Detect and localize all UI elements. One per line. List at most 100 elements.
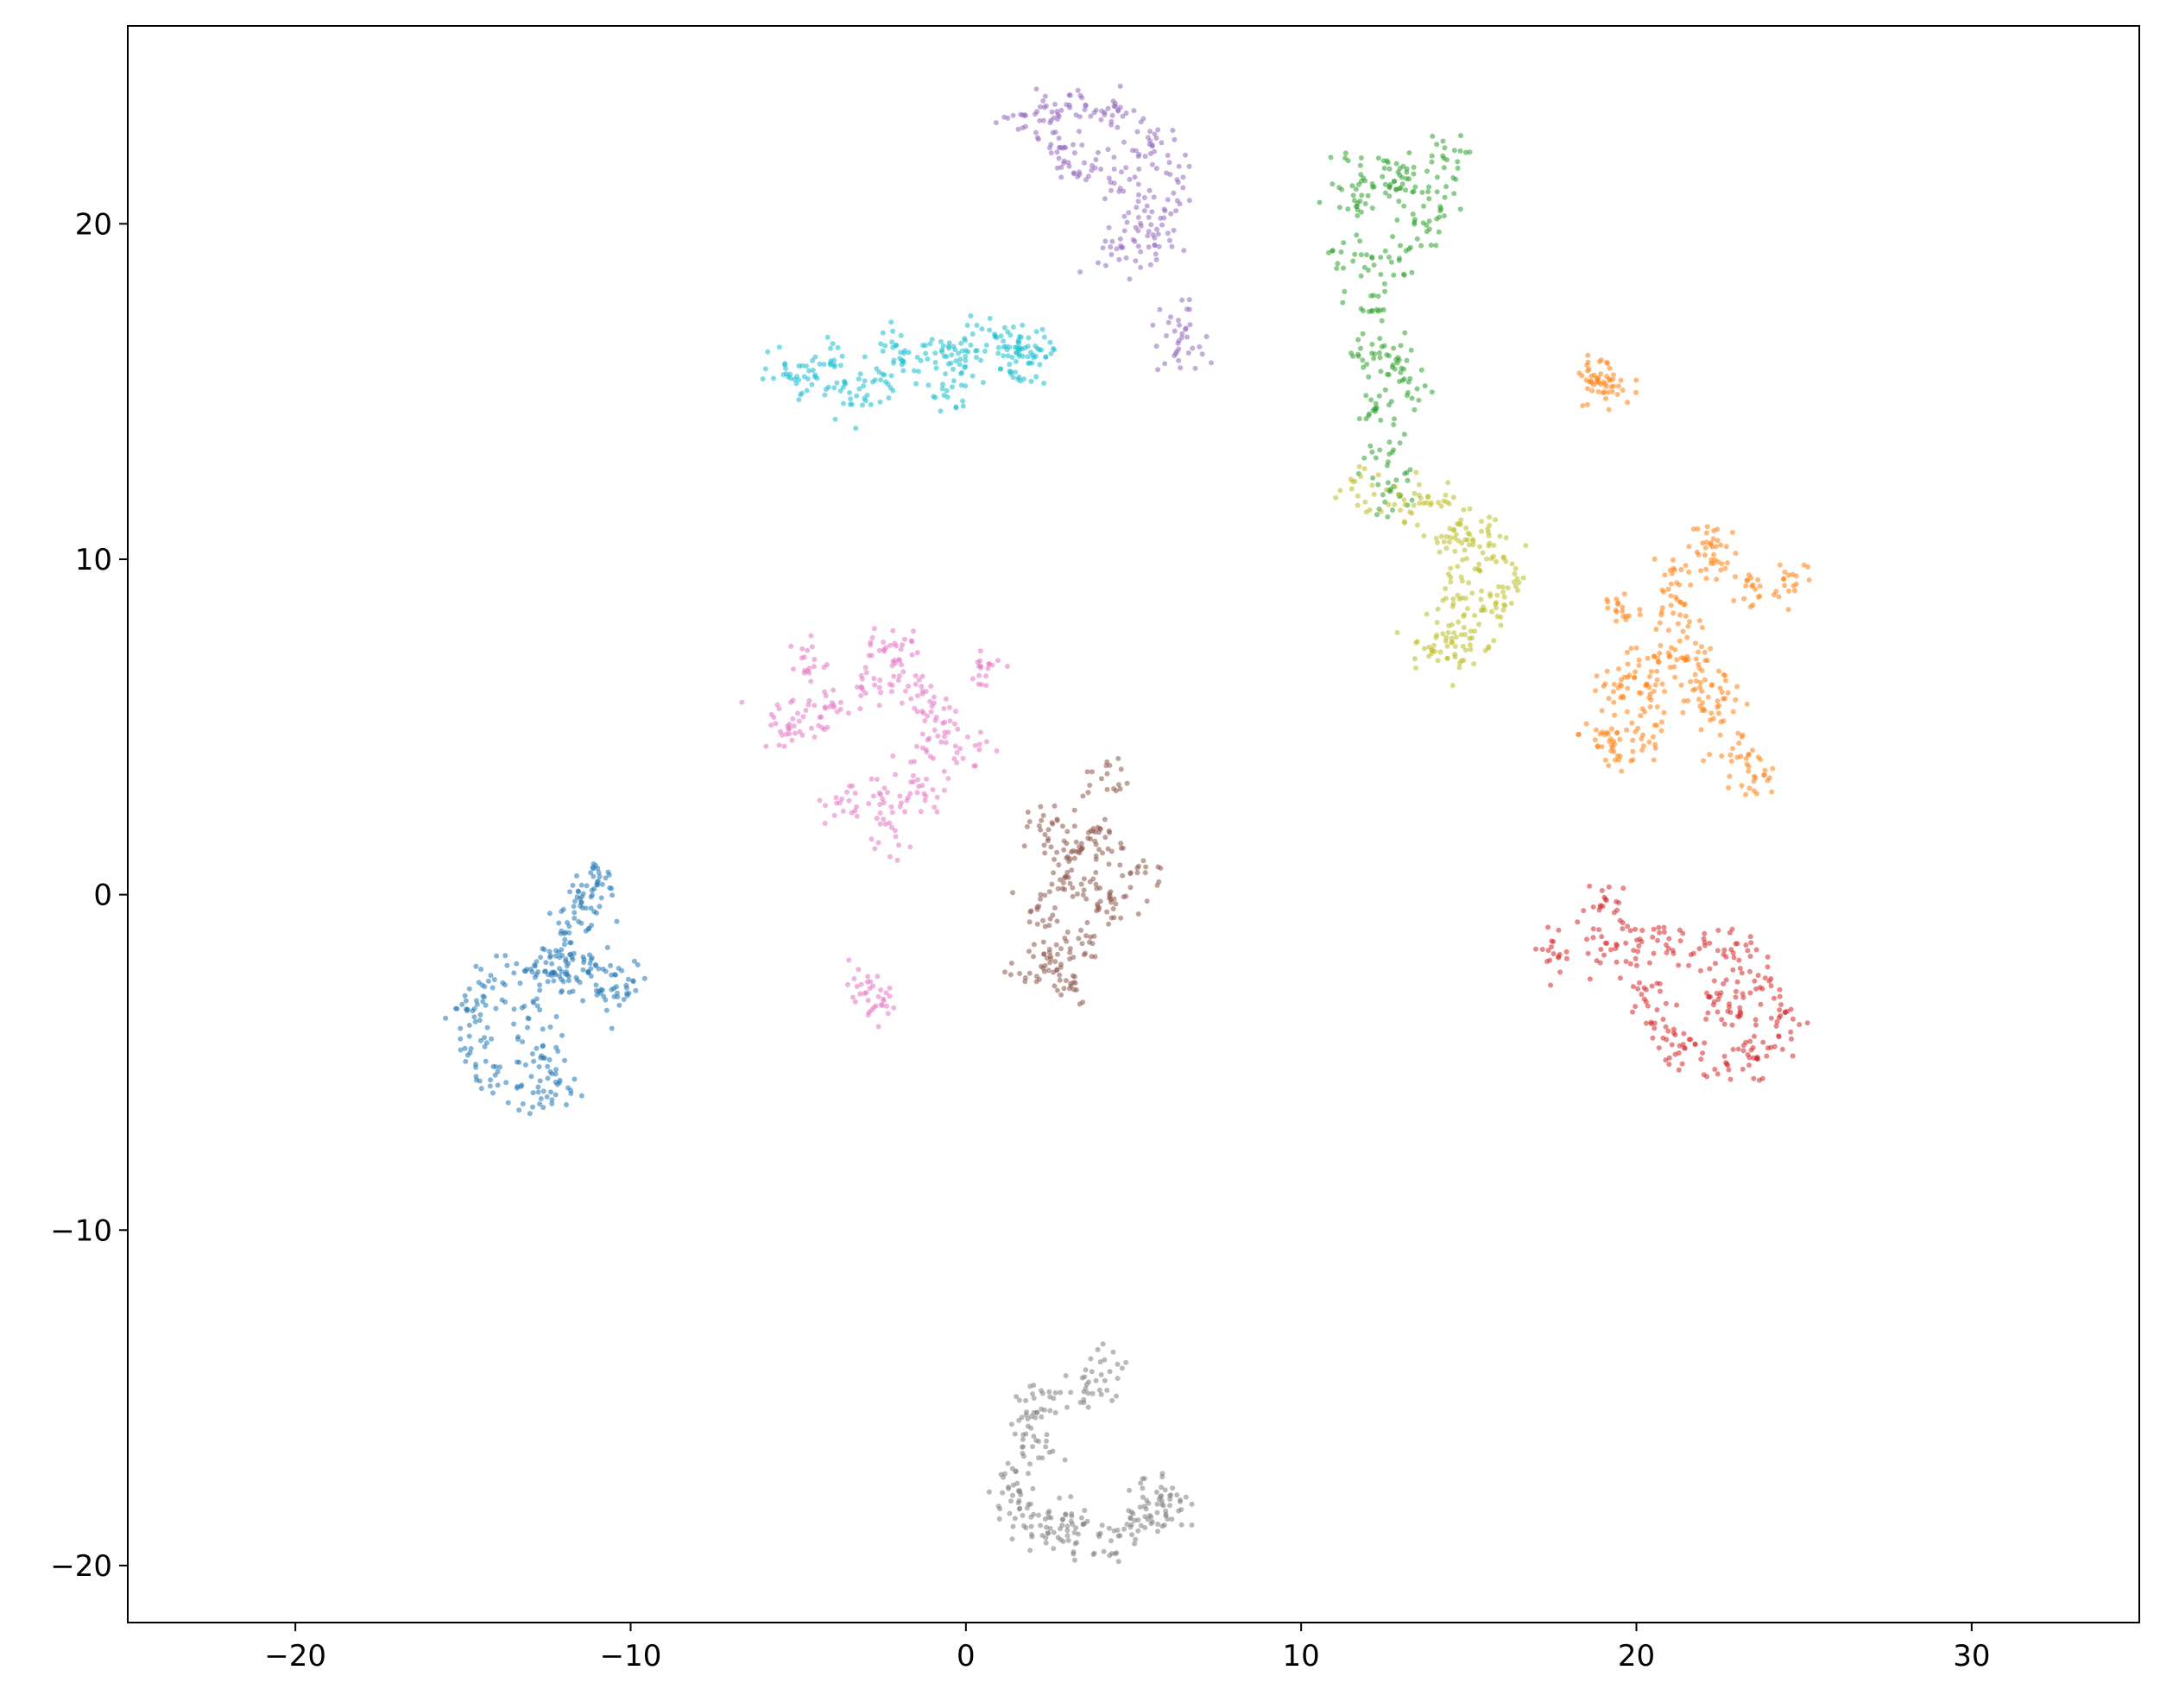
scatter-point xyxy=(466,986,472,992)
scatter-point xyxy=(1189,1501,1195,1507)
scatter-point xyxy=(1080,1522,1086,1528)
scatter-point xyxy=(1108,915,1115,921)
scatter-point xyxy=(1118,766,1124,772)
scatter-point xyxy=(871,676,877,682)
scatter-point xyxy=(1739,783,1745,789)
scatter-point xyxy=(1494,592,1500,598)
scatter-point xyxy=(532,962,538,968)
scatter-point xyxy=(1135,228,1141,234)
scatter-point xyxy=(1401,203,1407,209)
scatter-point xyxy=(1469,590,1475,596)
scatter-point xyxy=(1651,689,1657,694)
scatter-point xyxy=(1140,1494,1146,1500)
scatter-point xyxy=(1410,189,1416,195)
scatter-point xyxy=(1176,337,1182,343)
scatter-point xyxy=(1045,1530,1051,1536)
scatter-point xyxy=(1751,1055,1757,1061)
scatter-point xyxy=(1414,386,1420,392)
scatter-point xyxy=(1362,499,1368,505)
scatter-point xyxy=(631,958,637,964)
scatter-point xyxy=(543,960,549,966)
scatter-point xyxy=(776,742,782,748)
scatter-point xyxy=(1042,93,1048,99)
scatter-point xyxy=(1083,933,1089,939)
scatter-point xyxy=(1416,482,1422,488)
scatter-point xyxy=(1460,643,1466,649)
scatter-point xyxy=(1422,383,1428,389)
scatter-point xyxy=(1778,1002,1784,1007)
scatter-point xyxy=(1143,864,1149,870)
scatter-point xyxy=(1197,343,1203,350)
scatter-point xyxy=(833,795,839,801)
scatter-point xyxy=(1614,609,1620,615)
scatter-point xyxy=(1772,1043,1778,1049)
scatter-point xyxy=(1127,1516,1134,1522)
scatter-point xyxy=(944,394,951,400)
scatter-point xyxy=(1791,588,1797,594)
scatter-point xyxy=(1584,936,1589,942)
scatter-point xyxy=(1084,769,1090,775)
scatter-point xyxy=(1702,930,1708,936)
scatter-point xyxy=(919,688,925,694)
scatter-point xyxy=(1127,276,1133,282)
scatter-point xyxy=(514,961,520,967)
scatter-point xyxy=(980,380,986,386)
scatter-point xyxy=(609,892,616,898)
scatter-point xyxy=(1088,113,1094,119)
scatter-point xyxy=(782,362,787,368)
scatter-point xyxy=(1047,145,1052,151)
scatter-point xyxy=(488,1077,494,1083)
scatter-point xyxy=(817,797,823,804)
scatter-point xyxy=(1054,149,1060,155)
scatter-point xyxy=(1378,272,1384,277)
scatter-point xyxy=(1769,789,1775,795)
scatter-point xyxy=(588,870,594,876)
scatter-point xyxy=(941,353,947,359)
scatter-point xyxy=(1604,941,1610,946)
scatter-point xyxy=(1633,955,1639,961)
scatter-point xyxy=(868,836,875,842)
scatter-point xyxy=(1601,952,1607,958)
scatter-point xyxy=(1348,350,1355,356)
scatter-point xyxy=(1713,544,1719,550)
scatter-point xyxy=(786,725,793,731)
scatter-point xyxy=(1146,187,1153,193)
scatter-point xyxy=(888,804,894,810)
scatter-point xyxy=(875,1024,881,1030)
scatter-point xyxy=(1729,1022,1735,1028)
scatter-point xyxy=(1072,974,1077,980)
scatter-point xyxy=(1493,601,1499,607)
scatter-point xyxy=(1500,589,1506,596)
scatter-point xyxy=(1472,628,1478,634)
scatter-point xyxy=(1107,891,1112,897)
scatter-point xyxy=(1012,344,1018,350)
scatter-point xyxy=(1012,369,1018,375)
x-tick-label: −10 xyxy=(600,1639,662,1673)
scatter-point xyxy=(1750,747,1755,753)
scatter-point xyxy=(1645,655,1651,661)
scatter-point xyxy=(1628,758,1634,764)
scatter-point xyxy=(798,392,804,398)
scatter-point xyxy=(1382,248,1388,254)
scatter-point xyxy=(837,388,843,394)
scatter-point xyxy=(1727,752,1734,758)
scatter-point xyxy=(1135,1517,1141,1523)
scatter-point xyxy=(1052,803,1058,809)
scatter-point xyxy=(1126,210,1132,216)
scatter-point xyxy=(1791,583,1797,589)
scatter-point xyxy=(1026,361,1032,366)
scatter-point xyxy=(1670,557,1676,563)
scatter-point xyxy=(1172,328,1178,334)
scatter-point xyxy=(963,383,969,389)
scatter-point xyxy=(1056,155,1062,161)
scatter-point xyxy=(477,1018,483,1024)
scatter-point xyxy=(1124,780,1130,786)
scatter-point xyxy=(949,352,955,358)
scatter-point xyxy=(531,999,537,1005)
scatter-point xyxy=(1620,604,1626,610)
scatter-point xyxy=(916,677,922,683)
scatter-point xyxy=(855,684,860,690)
scatter-point xyxy=(823,693,829,699)
scatter-point xyxy=(568,940,574,946)
scatter-point xyxy=(1396,491,1401,497)
